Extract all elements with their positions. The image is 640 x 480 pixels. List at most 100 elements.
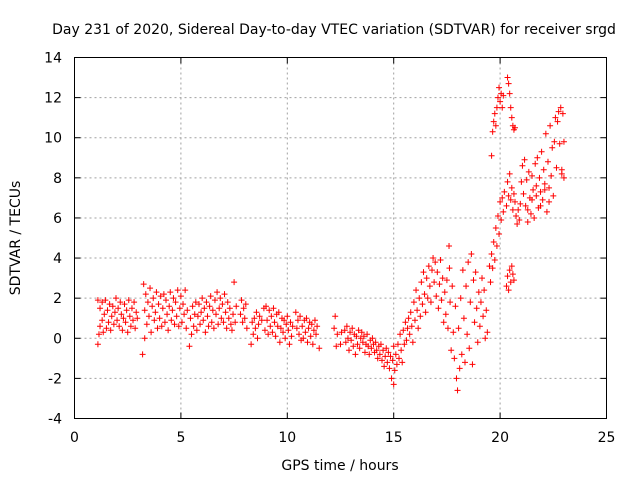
data-point [289,323,296,330]
data-point [455,325,462,332]
data-point [389,357,396,364]
data-point [470,277,477,284]
data-point [559,110,566,117]
data-point [250,331,257,338]
data-point [211,297,218,304]
data-point [450,329,457,336]
data-point [560,138,567,145]
data-point [120,315,127,322]
data-point [208,319,215,326]
data-point [543,208,550,215]
data-point [240,305,247,312]
data-point [520,190,527,197]
data-point [551,138,558,145]
data-point [206,303,213,310]
data-point [283,321,290,328]
data-point [454,387,461,394]
data-point [517,200,524,207]
data-point [249,319,256,326]
data-point [316,345,323,352]
data-point [195,301,202,308]
data-point [238,297,245,304]
data-point [453,375,460,382]
data-point [509,206,516,213]
data-point [451,355,458,362]
data-point [343,323,350,330]
data-point [513,212,520,219]
data-point [341,327,348,334]
data-point [332,313,339,320]
data-point [216,305,223,312]
data-point [139,351,146,358]
data-point [134,315,141,322]
data-point [108,313,115,320]
x-tick-label: 5 [176,430,185,446]
data-point [180,301,187,308]
data-point [366,351,373,358]
data-point [124,329,131,336]
data-point [420,269,427,276]
data-point [477,299,484,306]
data-point [468,251,475,258]
data-point [114,317,121,324]
data-point [159,305,166,312]
data-point [171,321,178,328]
data-point [223,325,230,332]
data-point [436,281,443,288]
data-point [104,307,111,314]
data-point [380,347,387,354]
data-point [494,94,501,101]
axis-ticks [74,57,607,419]
data-point [288,333,295,340]
data-point [471,319,478,326]
x-tick-labels: 0 5 10 15 20 25 [70,430,615,446]
data-point [440,319,447,326]
data-point [122,319,129,326]
data-point [305,325,312,332]
data-point [497,98,504,105]
data-point [500,208,507,215]
data-point [188,331,195,338]
data-point [183,325,190,332]
data-point [523,176,530,183]
data-point [282,335,289,342]
data-point [407,309,414,316]
data-point [170,295,177,302]
data-point [460,315,467,322]
data-point [518,178,525,185]
data-point [142,291,149,298]
data-point [547,122,554,129]
data-point [467,299,474,306]
data-point [293,325,300,332]
data-point [409,339,416,346]
data-point [491,110,498,117]
data-point [459,267,466,274]
x-tick-label: 15 [385,430,403,446]
data-point [191,311,198,318]
data-point [130,317,137,324]
data-point [174,287,181,294]
data-point [408,323,415,330]
data-point [264,317,271,324]
data-point [376,351,383,358]
data-point [221,291,228,298]
data-point [514,220,521,227]
data-point [425,263,432,270]
data-point [410,299,417,306]
data-point [194,313,201,320]
data-point [419,301,426,308]
data-point [473,305,480,312]
data-point [418,279,425,286]
data-point [145,313,152,320]
data-point [241,315,248,322]
data-point [354,341,361,348]
data-point [230,311,237,318]
data-point [178,319,185,326]
data-point [201,305,208,312]
data-point [388,375,395,382]
data-point [228,327,235,334]
data-point [102,297,109,304]
data-point [382,353,389,360]
data-point [231,279,238,286]
data-point [253,309,260,316]
